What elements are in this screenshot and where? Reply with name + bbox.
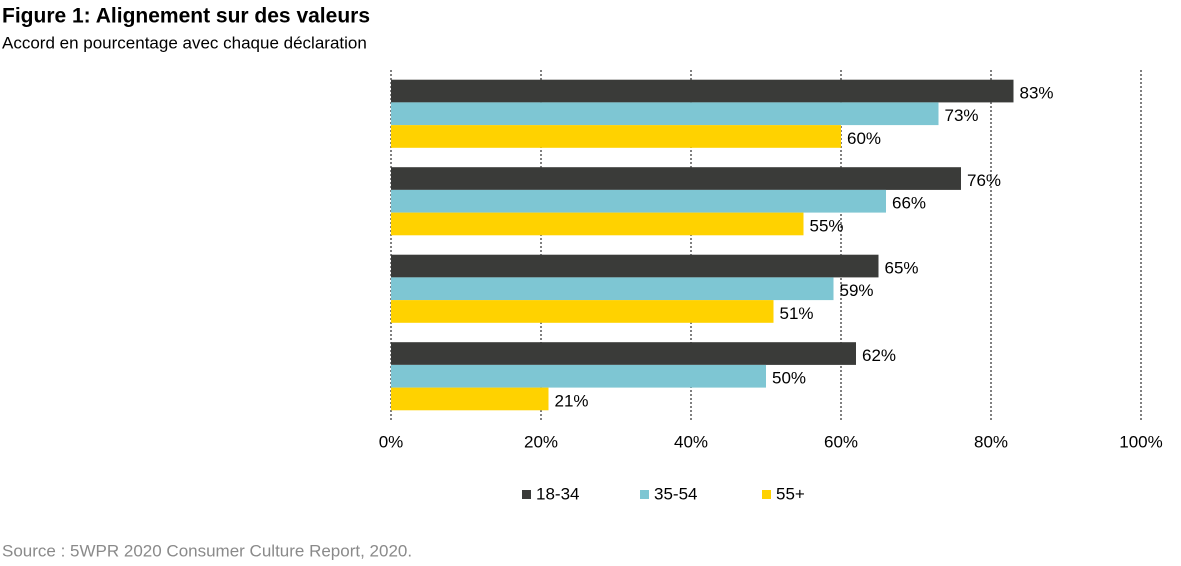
x-tick-label: 0% (379, 432, 404, 451)
bar (391, 125, 841, 148)
chart-title: Figure 1: Alignement sur des valeurs (2, 5, 370, 28)
legend-swatch (640, 490, 649, 499)
value-label: 83% (1020, 84, 1054, 103)
bar (391, 254, 879, 278)
x-tick-label: 60% (824, 432, 858, 451)
value-label: 55% (810, 216, 844, 235)
source-note: Source : 5WPR 2020 Consumer Culture Repo… (2, 541, 412, 560)
value-label: 60% (847, 129, 881, 148)
value-label: 65% (885, 259, 919, 278)
bar (391, 212, 804, 236)
bar (391, 342, 856, 365)
chart-subtitle: Accord en pourcentage avec chaque déclar… (2, 33, 367, 52)
legend-label: 55+ (776, 484, 805, 503)
x-tick-label: 80% (974, 432, 1008, 451)
bar (391, 300, 774, 323)
bar (391, 387, 549, 411)
x-tick-label: 20% (524, 432, 558, 451)
x-tick-label: 40% (674, 432, 708, 451)
legend-swatch (762, 490, 771, 499)
value-label: 73% (945, 106, 979, 125)
value-label: 59% (840, 281, 874, 300)
value-label: 66% (892, 194, 926, 213)
bar (391, 102, 939, 126)
bar (391, 189, 886, 213)
value-label: 76% (967, 171, 1001, 190)
value-label: 62% (862, 346, 896, 365)
bar (391, 167, 961, 190)
bar (391, 364, 766, 388)
value-label: 51% (780, 304, 814, 323)
legend-label: 35-54 (654, 484, 697, 503)
bar (391, 79, 1014, 103)
bar (391, 277, 834, 301)
legend-swatch (522, 490, 531, 499)
x-tick-label: 100% (1119, 432, 1162, 451)
legend-label: 18-34 (536, 484, 579, 503)
value-label: 21% (555, 391, 589, 410)
value-label: 50% (772, 369, 806, 388)
